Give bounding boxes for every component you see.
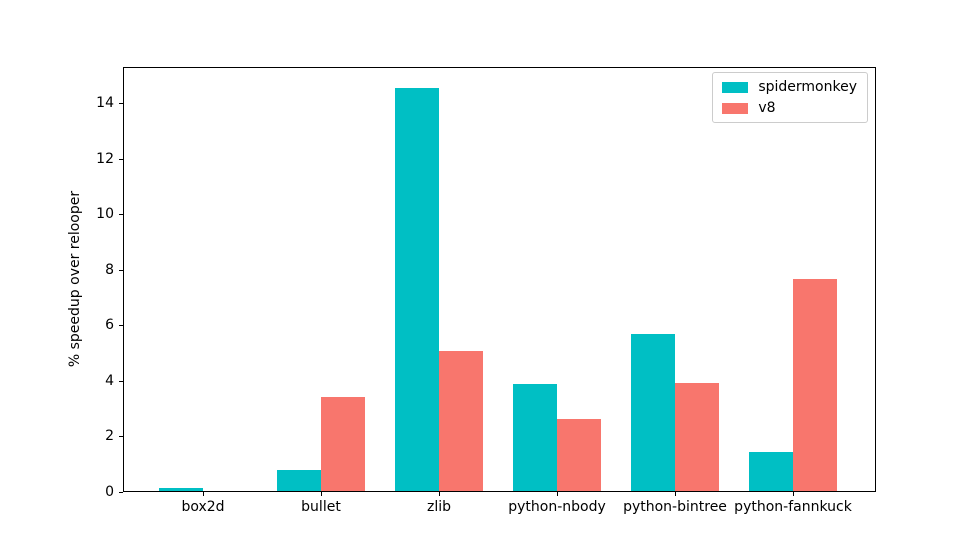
legend-swatch-icon [722,81,749,93]
legend-item-v8: v8 [722,100,857,116]
y-tick-label: 12 [96,150,114,167]
bar-v8-python-nbody [557,418,601,491]
x-tick-mark [675,492,676,496]
plot-area: spidermonkey v8 [123,67,876,492]
x-tick-mark [321,492,322,496]
y-tick-mark [119,380,123,382]
legend: spidermonkey v8 [712,72,868,124]
y-tick-label: 0 [105,484,114,500]
y-axis-label: % speedup over relooper [67,190,83,368]
x-tick-mark [793,492,794,496]
x-tick-mark [557,492,558,496]
y-tick-mark [119,436,123,438]
y-tick-mark [119,214,123,216]
y-tick-mark [119,492,123,493]
bar-v8-bullet [321,396,365,491]
y-tick-label: 14 [96,95,114,112]
y-tick-mark [119,325,123,327]
legend-item-spidermonkey: spidermonkey [722,79,857,95]
y-tick-label: 4 [105,372,114,389]
bar-spidermonkey-python-fannkuck [749,452,793,491]
x-tick-label-python-nbody: python-nbody [508,499,606,515]
y-tick-mark [119,269,123,271]
x-tick-label-python-fannkuck: python-fannkuck [734,499,852,515]
y-tick-mark [119,103,123,105]
bar-spidermonkey-zlib [395,88,439,491]
x-tick-label-bullet: bullet [301,499,341,515]
x-tick-label-zlib: zlib [426,499,452,515]
y-tick-label: 8 [105,261,114,278]
y-tick-label: 10 [96,206,114,223]
bar-v8-python-fannkuck [793,278,837,491]
legend-swatch-icon [722,102,749,114]
bar-spidermonkey-python-bintree [631,334,675,491]
x-tick-label-box2d: box2d [181,499,225,515]
bar-spidermonkey-bullet [277,470,321,491]
y-tick-label: 6 [105,317,114,334]
bar-spidermonkey-box2d [159,488,203,491]
bar-spidermonkey-python-nbody [513,384,557,491]
legend-label: spidermonkey [758,79,857,95]
x-tick-mark [203,492,204,496]
y-tick-label: 2 [105,428,114,445]
x-tick-mark [439,492,440,496]
y-tick-mark [119,158,123,160]
x-tick-label-python-bintree: python-bintree [623,499,727,515]
bar-v8-python-bintree [675,382,719,491]
legend-label: v8 [758,100,776,117]
bar-v8-zlib [439,350,483,491]
